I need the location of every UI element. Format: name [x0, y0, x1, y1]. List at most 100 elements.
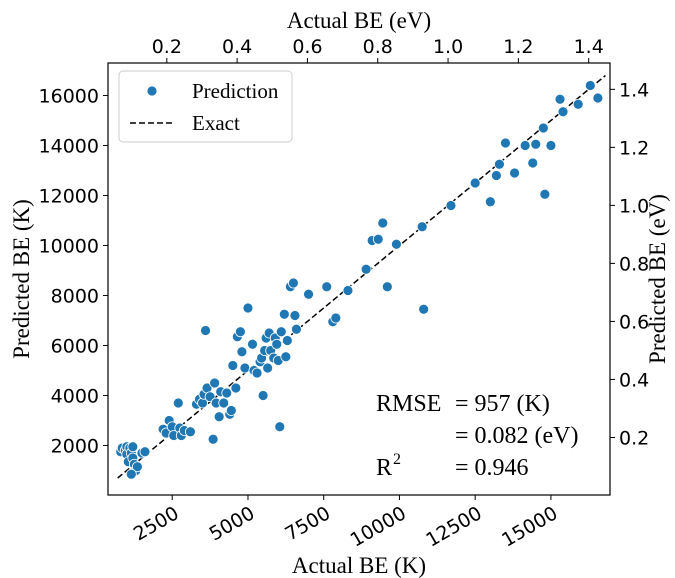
data-point — [275, 326, 287, 338]
legend-prediction-label: Prediction — [192, 79, 279, 103]
right-tick-label: 0.2 — [619, 427, 649, 449]
metrics-annotation: RMSE = 957 (K) = 0.082 (eV) R 2 = 0.946 — [376, 391, 579, 481]
data-point — [280, 351, 292, 363]
data-point — [127, 441, 139, 453]
legend: Prediction Exact — [118, 70, 293, 143]
y-axis-title-right: Predicted BE (eV) — [645, 194, 670, 364]
data-point — [213, 411, 225, 423]
data-point — [484, 196, 496, 208]
data-point — [271, 338, 283, 350]
data-point — [527, 157, 539, 169]
top-tick-label: 0.4 — [222, 36, 252, 58]
data-point — [537, 122, 549, 134]
data-point — [239, 362, 251, 374]
x-tick-label: 10000 — [347, 502, 410, 551]
data-point — [289, 310, 301, 321]
data-point — [592, 92, 604, 104]
data-point — [303, 288, 314, 300]
data-point — [500, 137, 511, 149]
data-point — [490, 170, 502, 181]
y-tick-label: 2000 — [51, 436, 99, 458]
data-point — [418, 303, 430, 315]
data-point — [321, 281, 333, 293]
data-point — [509, 167, 520, 179]
bottom-x-axis: 2500 5000 7500 10000 12500 15000 — [130, 495, 561, 552]
top-tick-label: 1.0 — [433, 36, 463, 58]
y-tick-label: 4000 — [51, 386, 99, 408]
legend-exact-label: Exact — [192, 111, 240, 135]
right-y-axis: 0.2 0.4 0.6 0.8 1.0 1.2 1.4 — [610, 79, 649, 449]
right-tick-label: 0.6 — [619, 311, 649, 333]
r2-label: R — [376, 455, 392, 481]
data-point — [230, 382, 242, 394]
x-tick-label: 12500 — [422, 502, 485, 551]
data-point — [584, 80, 596, 91]
data-point — [234, 326, 246, 338]
data-point — [227, 360, 239, 371]
plot-frame — [107, 62, 611, 496]
data-point — [200, 325, 211, 336]
points-layer — [115, 80, 604, 480]
r2-value: = 0.946 — [455, 455, 529, 481]
top-tick-label: 1.2 — [503, 36, 533, 58]
data-point — [530, 138, 542, 150]
data-point — [539, 188, 551, 200]
y-tick-label: 10000 — [39, 236, 99, 258]
right-tick-label: 1.4 — [619, 79, 649, 101]
data-point — [288, 277, 299, 289]
data-point — [360, 263, 372, 275]
data-point — [330, 312, 342, 324]
legend-prediction-marker — [146, 85, 158, 97]
top-tick-label: 1.4 — [574, 36, 604, 58]
data-point — [262, 362, 274, 374]
y-tick-label: 16000 — [39, 86, 99, 108]
data-point — [281, 335, 293, 346]
data-point — [391, 238, 402, 250]
x-axis-title-top: Actual BE (eV) — [287, 8, 431, 33]
data-point — [209, 377, 221, 389]
left-y-axis: 2000 4000 6000 8000 10000 12000 14000 16000 — [39, 86, 108, 458]
data-point — [416, 221, 428, 233]
data-point — [236, 346, 248, 358]
right-tick-label: 1.2 — [619, 137, 649, 159]
data-point — [291, 323, 302, 335]
y-axis-title-left: Predicted BE (K) — [9, 199, 34, 359]
data-point — [218, 397, 230, 409]
data-point — [572, 98, 584, 110]
y-tick-label: 8000 — [51, 286, 99, 308]
data-point — [251, 367, 263, 379]
data-point — [469, 177, 481, 189]
x-tick-label: 5000 — [206, 502, 259, 545]
y-tick-label: 14000 — [39, 136, 99, 158]
right-tick-label: 0.8 — [619, 253, 649, 275]
x-tick-label: 2500 — [130, 502, 183, 545]
data-point — [381, 281, 393, 293]
data-point — [372, 233, 384, 245]
right-tick-label: 1.0 — [619, 195, 649, 217]
data-point — [554, 93, 566, 105]
r2-superscript: 2 — [393, 451, 401, 468]
data-point — [377, 217, 389, 229]
data-point — [185, 426, 196, 438]
data-point — [207, 433, 219, 445]
data-point — [494, 158, 505, 170]
data-point — [519, 140, 531, 151]
data-point — [247, 338, 258, 350]
rmse-label: RMSE — [376, 391, 441, 417]
right-tick-label: 0.4 — [619, 369, 649, 391]
top-x-axis: 0.2 0.4 0.6 0.8 1.0 1.2 1.4 — [152, 36, 604, 63]
rmse-ev-value: = 0.082 (eV) — [455, 423, 579, 449]
data-point — [342, 285, 354, 296]
top-tick-label: 0.2 — [152, 36, 182, 58]
y-tick-label: 6000 — [51, 336, 99, 358]
data-point — [274, 421, 286, 433]
x-tick-label: 15000 — [498, 502, 561, 551]
y-tick-label: 12000 — [39, 186, 99, 208]
rmse-k-value: = 957 (K) — [455, 391, 550, 417]
top-tick-label: 0.6 — [292, 36, 322, 58]
data-point — [278, 308, 290, 320]
data-point — [221, 387, 233, 399]
x-axis-title-bottom: Actual BE (K) — [292, 553, 426, 578]
top-tick-label: 0.8 — [363, 36, 393, 58]
